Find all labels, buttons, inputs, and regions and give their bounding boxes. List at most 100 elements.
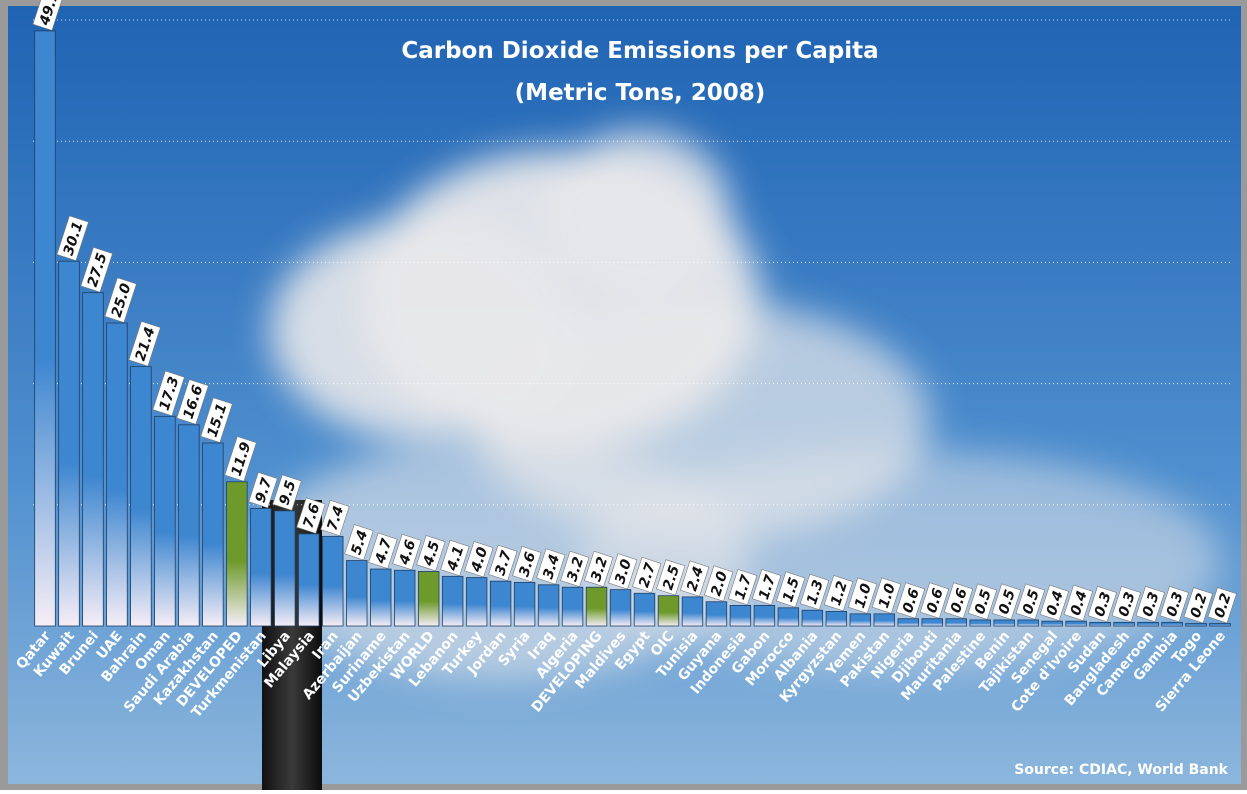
bar [1185,623,1207,627]
value-label: 4.7 [372,537,395,567]
value-label-box [1159,585,1189,623]
value-label-group: 1.0 [871,577,902,614]
bar [705,601,728,627]
value-label: 1.2 [828,579,851,608]
value-label: 3.2 [588,555,611,584]
value-label-box [704,565,734,602]
chart-title: Carbon Dioxide Emissions per Capita [401,38,878,64]
bar [1017,619,1039,627]
value-label-group: 2.4 [680,560,710,597]
value-label-group: 0.4 [1039,584,1070,622]
value-label-box [871,577,902,614]
value-label-group: 3.2 [560,550,590,588]
value-label-box [1207,587,1237,624]
value-label-group: 1.5 [775,571,806,608]
value-label-box [32,0,65,31]
value-label-box [56,215,89,262]
value-label-box [775,571,806,608]
value-label: 2.4 [684,565,707,594]
bar [873,613,896,627]
value-label-box [512,545,542,583]
value-label: 0.3 [1116,590,1139,619]
value-label-box [656,559,686,596]
value-label-box [632,556,662,594]
value-label-box [727,569,758,606]
value-label-group: 3.0 [608,553,638,590]
value-label: 0.6 [948,586,971,615]
value-label-group: 0.3 [1111,585,1141,623]
value-label-box [1183,587,1213,624]
bar [1113,621,1135,627]
bar [825,611,848,627]
value-label: 3.0 [612,557,635,586]
value-label: 3.7 [492,549,515,578]
bar [921,618,943,627]
value-label-box [680,560,710,597]
value-label-box [751,569,782,606]
value-label-group: 7.4 [320,499,350,537]
value-label: 9.5 [277,478,300,507]
value-label-box [584,550,614,588]
value-label-group: 7.6 [296,497,326,534]
value-label: 0.5 [972,587,995,616]
value-label: 0.2 [1212,591,1235,620]
value-label: 5.4 [348,528,371,557]
value-label-box [392,533,422,571]
value-label: 0.5 [1020,587,1043,616]
value-label-group: 3.4 [536,548,566,585]
value-label: 0.3 [1092,590,1115,619]
value-label-box [967,583,998,620]
value-label: 1.0 [876,581,899,610]
bar [609,589,632,627]
value-label-group: 2.5 [656,559,686,596]
value-label-box [1087,585,1117,623]
value-label-box [224,436,257,482]
value-label: 4.5 [420,539,443,569]
value-label: 7.4 [324,504,347,533]
value-label-group: 0.5 [1015,583,1046,620]
bar [969,619,991,627]
value-label-group: 4.7 [368,532,398,569]
value-label-box [1135,585,1165,623]
value-label-box [152,370,185,417]
value-label-group: 4.6 [392,533,422,571]
value-label-box [1063,584,1094,622]
value-label-group: 2.7 [632,556,662,594]
bar [801,609,824,627]
value-label-group: 4.1 [440,539,470,577]
value-label-box [895,582,926,619]
value-label-group: 1.7 [727,569,758,606]
bar [1041,620,1063,627]
value-label: 2.0 [708,569,731,598]
bar [106,322,128,627]
value-label: 2.7 [636,561,659,590]
value-label-group: 0.2 [1207,587,1237,624]
value-label-group: 0.3 [1135,585,1165,623]
value-label-group: 1.7 [751,569,782,606]
value-label: 1.0 [852,581,875,610]
value-label-group: 9.7 [248,472,278,509]
value-label: 0.5 [996,587,1019,616]
value-label: 0.2 [1188,591,1211,620]
value-label-box [416,535,446,572]
value-label: 9.7 [253,476,276,505]
value-label-box [128,320,161,367]
bar [82,292,104,627]
value-label-box [296,497,326,534]
bar [1161,621,1183,627]
bar [58,260,80,627]
value-label-box [1039,584,1070,622]
value-label: 3.4 [540,553,563,582]
value-label-group: 4.0 [464,541,494,578]
value-label-box [488,544,518,582]
bar [178,424,200,627]
value-label-group: 5.4 [344,524,374,561]
value-label-box [176,379,209,425]
bar [633,592,656,627]
bar [489,580,512,627]
value-label-box [368,532,398,569]
value-label-box [536,548,566,585]
value-label: 0.4 [1044,589,1067,618]
bar [369,568,392,627]
